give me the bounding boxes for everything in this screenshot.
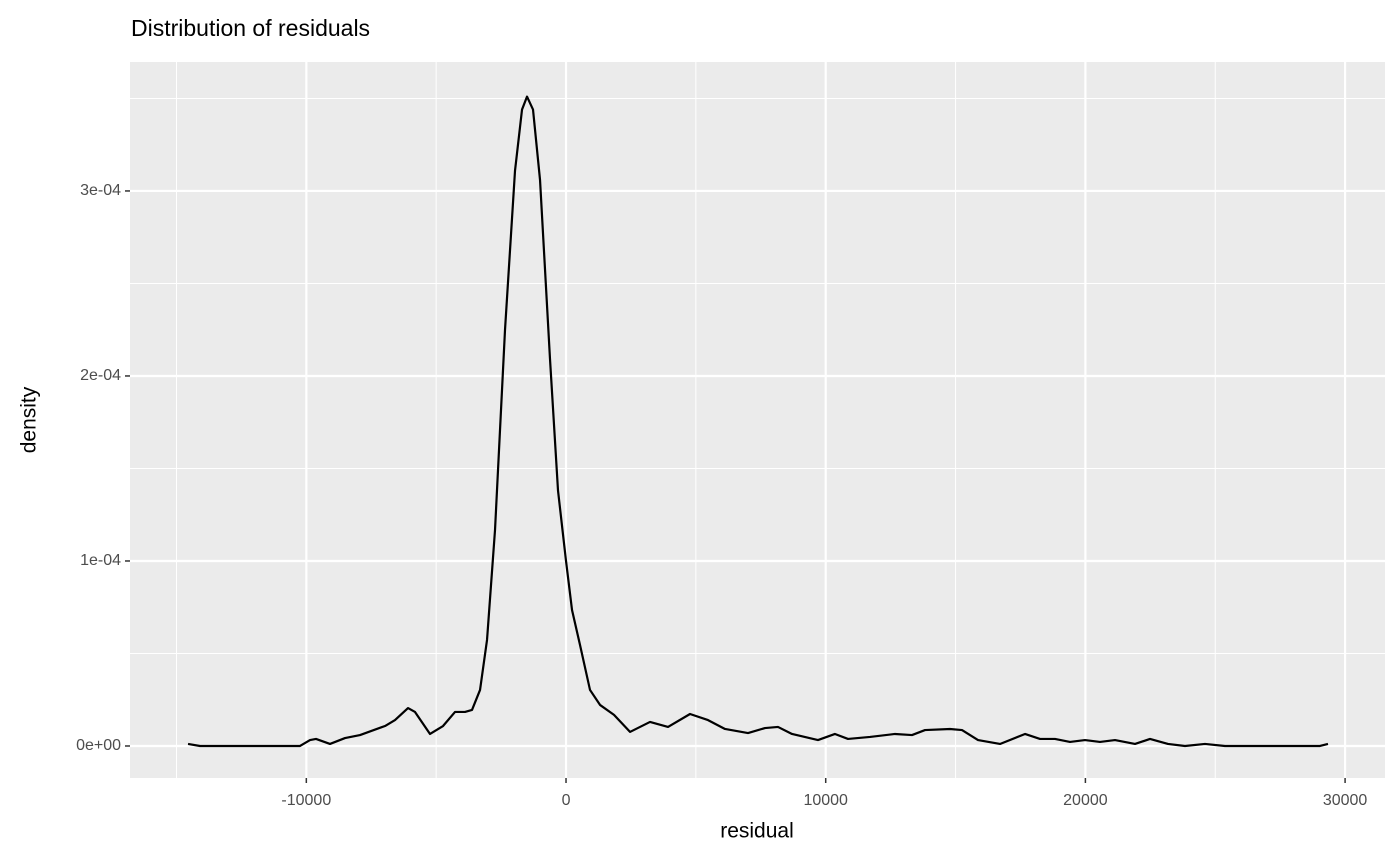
y-tick-label: 2e-04 <box>80 367 121 384</box>
y-tick-label: 1e-04 <box>80 552 121 569</box>
x-tick-label: 10000 <box>803 792 848 809</box>
x-axis-label: residual <box>720 820 794 843</box>
y-axis-label: density <box>18 386 41 453</box>
chart-title: Distribution of residuals <box>131 15 370 41</box>
x-tick-label: -10000 <box>281 792 331 809</box>
density-line <box>187 95 1329 748</box>
x-tick-label: 0 <box>562 792 571 809</box>
y-tick-label: 3e-04 <box>80 182 121 199</box>
y-tick-label: 0e+00 <box>76 737 121 754</box>
x-tick-label: 20000 <box>1063 792 1108 809</box>
x-tick-label: 30000 <box>1323 792 1368 809</box>
plot-background <box>130 62 1385 778</box>
